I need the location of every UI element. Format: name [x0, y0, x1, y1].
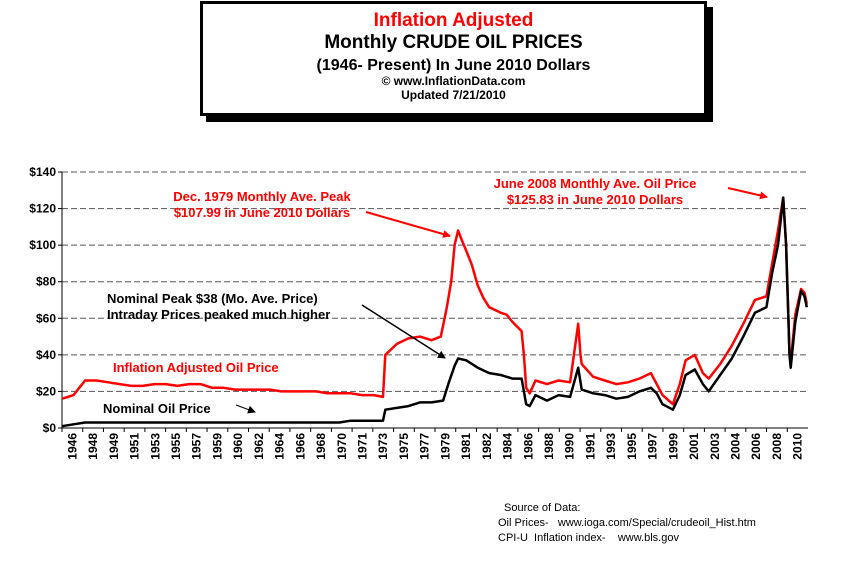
x-tick-label: 1973: [376, 433, 390, 460]
peak-2008-label-line: $125.83 in June 2010 Dollars: [507, 192, 683, 207]
title-box: Inflation Adjusted Monthly CRUDE OIL PRI…: [200, 1, 707, 116]
nominal-peak-label-line: Nominal Peak $38 (Mo. Ave. Price): [107, 291, 318, 306]
peak-2008-arrow: [727, 187, 768, 200]
x-tick-label: 1962: [252, 433, 266, 460]
inflation-adjusted-series-label-line: Inflation Adjusted Oil Price: [113, 360, 279, 375]
nominal-series-label-line: Nominal Oil Price: [103, 401, 211, 416]
x-tick-label: 1970: [335, 433, 349, 460]
nominal-peak-label-line: Intraday Prices peaked much higher: [107, 307, 330, 322]
peak-2008-label-line: June 2008 Monthly Ave. Oil Price: [494, 176, 697, 191]
data-source-note: Source of Data: Oil Prices- www.ioga.com…: [498, 501, 756, 546]
x-tick-label: 2001: [687, 433, 701, 460]
y-tick-label: $20: [36, 384, 56, 398]
y-tick-label: $0: [43, 421, 57, 435]
peak-1979-arrow: [365, 211, 451, 238]
title-date-range: (1946- Present) In June 2010 Dollars: [316, 56, 591, 74]
x-tick-label: 1953: [148, 433, 162, 460]
x-tick-label: 2010: [791, 433, 805, 460]
nominal-line: [61, 196, 809, 428]
y-tick-label: $100: [29, 238, 56, 252]
x-tick-label: 1986: [521, 433, 535, 460]
x-tick-label: 1984: [501, 433, 515, 460]
nominal-peak-arrow: [361, 304, 446, 359]
x-tick-label: 1946: [65, 433, 79, 460]
source-oil-prices: Oil Prices- www.ioga.com/Special/crudeoi…: [498, 517, 756, 529]
x-tick-label: 1949: [107, 433, 121, 460]
peak-1979-label-line: $107.99 in June 2010 Dollars: [174, 205, 350, 220]
x-tick-label: 1964: [273, 433, 287, 460]
x-tick-label: 1948: [86, 433, 100, 460]
x-tick-label: 1982: [480, 433, 494, 460]
x-tick-label: 1951: [128, 433, 142, 460]
source-cpi: CPI-U Inflation index- www.bls.gov: [498, 532, 679, 544]
y-tick-label: $120: [29, 202, 56, 216]
peak-1979-label-line: Dec. 1979 Monthly Ave. Peak: [173, 189, 351, 204]
title-main: Monthly CRUDE OIL PRICES: [324, 31, 583, 53]
x-tick-label: 1997: [646, 433, 660, 460]
x-tick-label: 1977: [418, 433, 432, 460]
inflation-adjusted-line: [61, 196, 809, 406]
x-tick-label: 2003: [708, 433, 722, 460]
x-tick-label: 1957: [190, 433, 204, 460]
y-tick-label: $60: [36, 311, 56, 325]
x-tick-label: 1981: [459, 433, 473, 460]
x-tick-label: 2004: [728, 433, 742, 460]
y-tick-label: $40: [36, 348, 56, 362]
x-tick-label: 1991: [583, 433, 597, 460]
title-inflation-adjusted: Inflation Adjusted: [373, 10, 534, 31]
x-tick-label: 1971: [355, 433, 369, 460]
x-tick-label: 1990: [563, 433, 577, 460]
x-tick-label: 1968: [314, 433, 328, 460]
x-tick-label: 1960: [231, 433, 245, 460]
x-tick-label: 1975: [397, 433, 411, 460]
x-tick-label: 1959: [210, 433, 224, 460]
x-tick-label: 1999: [666, 433, 680, 460]
x-tick-label: 2006: [749, 433, 763, 460]
title-updated: Updated 7/21/2010: [401, 87, 506, 102]
x-tick-label: 1993: [604, 433, 618, 460]
nominal-series-arrow: [235, 404, 256, 414]
source-heading: Source of Data:: [504, 502, 581, 514]
title-copyright: © www.InflationData.com: [381, 74, 526, 89]
y-tick-label: $140: [29, 165, 56, 179]
x-tick-label: 1995: [625, 433, 639, 460]
y-tick-label: $80: [36, 275, 56, 289]
x-tick-label: 1955: [169, 433, 183, 460]
x-tick-label: 2008: [770, 433, 784, 460]
x-tick-label: 1988: [542, 433, 556, 460]
x-tick-label: 1966: [293, 433, 307, 460]
x-tick-label: 1979: [438, 433, 452, 460]
